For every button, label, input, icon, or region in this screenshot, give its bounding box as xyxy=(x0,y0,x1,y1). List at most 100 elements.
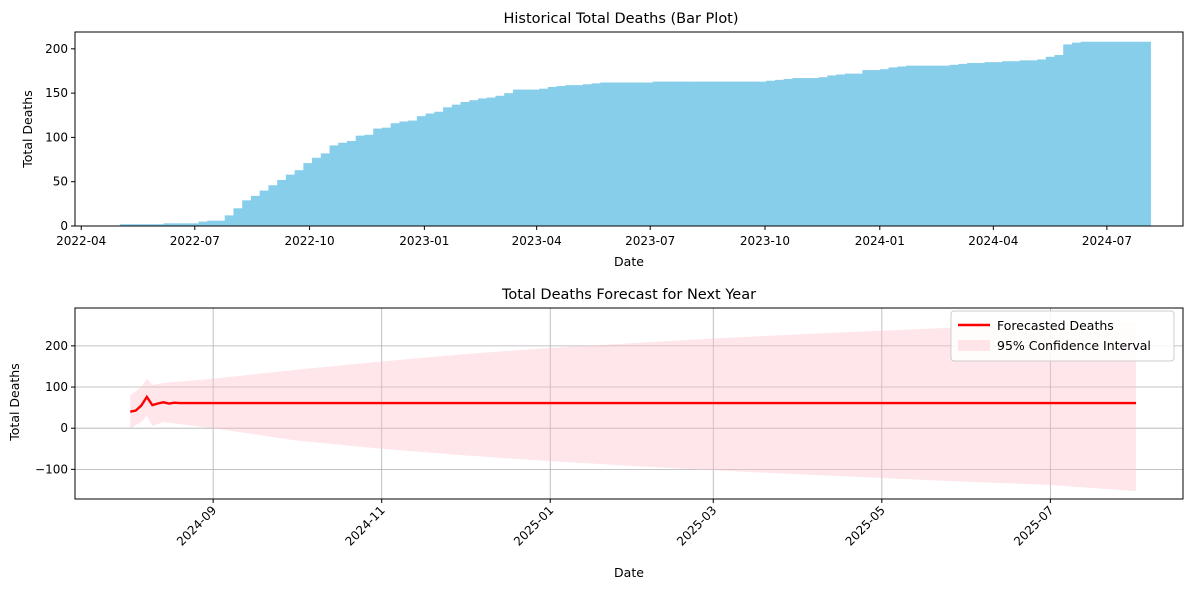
bar xyxy=(565,85,575,227)
bar xyxy=(967,63,977,226)
bar xyxy=(661,81,671,226)
bar xyxy=(1106,41,1117,226)
chart2-title: Total Deaths Forecast for Next Year xyxy=(501,287,756,303)
bar xyxy=(408,120,418,226)
bar xyxy=(940,65,951,226)
bar xyxy=(591,83,601,226)
chart1-plot-frame xyxy=(74,31,1184,227)
x-tick-label: 2025-01 xyxy=(511,503,556,548)
bar xyxy=(888,67,898,227)
chart2-x-ticks: 2024-09 2024-11 2025-01 2025-03 2025-05 2025-… xyxy=(174,499,1056,549)
bar xyxy=(678,81,689,226)
bar xyxy=(923,65,933,226)
bar xyxy=(1045,56,1055,226)
bar xyxy=(652,81,662,226)
bar xyxy=(312,157,322,226)
bar xyxy=(381,127,392,226)
chart1-title: Historical Total Deaths (Bar Plot) xyxy=(503,11,738,27)
bar xyxy=(687,81,697,226)
x-tick-label: 2022-10 xyxy=(285,234,335,248)
x-tick-label: 2025-03 xyxy=(674,503,719,548)
bar xyxy=(783,78,793,226)
y-tick-label: 150 xyxy=(45,86,68,100)
x-tick-label: 2025-07 xyxy=(1011,503,1056,548)
bar xyxy=(1071,42,1082,226)
bar xyxy=(469,100,479,226)
bar xyxy=(198,221,208,226)
bar xyxy=(259,190,269,226)
historical-deaths-chart: Historical Total Deaths (Bar Plot) 2022-… xyxy=(20,11,1184,269)
bar xyxy=(635,82,645,227)
bar xyxy=(504,93,514,227)
x-tick-label: 2024-11 xyxy=(342,503,387,548)
bar xyxy=(809,78,820,226)
bar xyxy=(189,223,199,226)
forecast-line xyxy=(129,394,1137,413)
bar xyxy=(766,80,776,226)
y-tick-label: 200 xyxy=(45,42,68,56)
bar xyxy=(163,223,173,226)
forecast-chart: Total Deaths Forecast for Next Year 2024… xyxy=(7,287,1184,580)
x-tick-label: 2024-04 xyxy=(968,234,1018,248)
bar xyxy=(626,82,636,227)
bar xyxy=(146,224,156,226)
bar xyxy=(478,98,488,226)
bar xyxy=(722,81,732,226)
legend-ci-swatch xyxy=(958,340,990,351)
y-tick-label: 200 xyxy=(45,339,68,353)
bar xyxy=(1002,61,1012,227)
legend-ci-label: 95% Confidence Interval xyxy=(997,338,1151,353)
x-tick-label: 2022-07 xyxy=(170,234,220,248)
bar xyxy=(801,78,811,226)
bar xyxy=(582,84,592,226)
bar xyxy=(207,220,217,226)
bar xyxy=(1080,41,1090,226)
chart2-legend: Forecasted Deaths 95% Confidence Interva… xyxy=(950,310,1175,362)
bar xyxy=(425,113,435,226)
x-tick-label: 2024-09 xyxy=(174,503,219,548)
y-tick-label: 0 xyxy=(60,421,68,435)
x-tick-label: 2023-07 xyxy=(625,234,675,248)
chart1-bars xyxy=(119,41,1151,227)
bar xyxy=(993,62,1003,227)
bar xyxy=(1010,61,1020,227)
bar xyxy=(294,170,304,226)
bar xyxy=(172,223,182,226)
x-tick-label: 2023-04 xyxy=(512,234,562,248)
confidence-interval-band xyxy=(130,322,1137,492)
chart1-x-label: Date xyxy=(614,254,644,269)
y-tick-label: 50 xyxy=(53,175,68,189)
bar xyxy=(617,82,627,227)
bar xyxy=(512,89,523,226)
bar xyxy=(137,224,147,226)
bar xyxy=(285,174,295,226)
bar xyxy=(949,64,959,226)
chart1-y-label: Total Deaths xyxy=(20,90,35,168)
bar xyxy=(539,88,549,226)
bar xyxy=(338,142,348,226)
bar xyxy=(1089,41,1099,226)
bar xyxy=(460,101,470,226)
bar xyxy=(818,77,828,227)
bar xyxy=(355,135,365,226)
legend-box xyxy=(950,310,1175,362)
bar xyxy=(1124,41,1134,226)
x-tick-label: 2025-05 xyxy=(843,503,888,548)
bar xyxy=(984,62,994,227)
bar xyxy=(757,81,767,226)
bar xyxy=(705,81,715,226)
chart2-plot-frame xyxy=(74,307,1184,500)
bar xyxy=(154,224,164,226)
bar xyxy=(216,220,226,226)
bar xyxy=(1063,44,1073,227)
bar xyxy=(1115,41,1125,226)
bar xyxy=(836,74,846,227)
y-tick-label: 0 xyxy=(60,219,68,233)
bar xyxy=(844,73,854,226)
bar xyxy=(128,224,138,226)
bar xyxy=(792,78,802,226)
bar xyxy=(347,140,357,226)
bar xyxy=(897,66,907,226)
chart1-x-ticks: 2022-04 2022-07 2022-10 2023-01 2023-04 2023-… xyxy=(56,226,1132,248)
chart1-y-ticks: 0 50 100 150 200 xyxy=(45,42,75,233)
